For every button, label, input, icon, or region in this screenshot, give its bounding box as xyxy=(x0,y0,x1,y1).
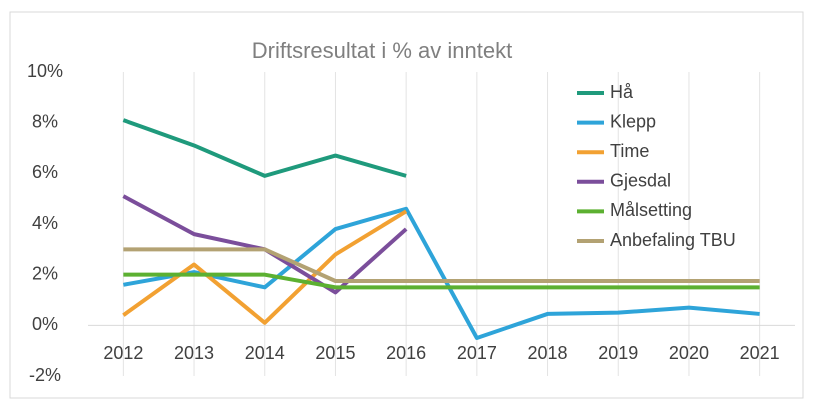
y-tick-label: 0% xyxy=(32,314,58,334)
x-tick-label: 2017 xyxy=(457,343,497,363)
legend-label: Hå xyxy=(610,82,634,102)
y-tick-label: 10% xyxy=(27,61,63,81)
x-tick-label: 2021 xyxy=(740,343,780,363)
x-tick-label: 2016 xyxy=(386,343,426,363)
series-line xyxy=(123,247,760,283)
x-tick-label: 2014 xyxy=(245,343,285,363)
legend-label: Time xyxy=(610,141,649,161)
x-tick-label: 2020 xyxy=(669,343,709,363)
x-tick-label: 2018 xyxy=(528,343,568,363)
x-tick-label: 2013 xyxy=(174,343,214,363)
series-line xyxy=(123,272,760,290)
x-tick-label: 2015 xyxy=(315,343,355,363)
legend-label: Klepp xyxy=(610,111,656,131)
legend-label: Gjesdal xyxy=(610,171,671,191)
series-line xyxy=(122,206,760,340)
x-tick-label: 2019 xyxy=(598,343,638,363)
y-tick-label: 2% xyxy=(32,263,58,283)
y-tick-label: -2% xyxy=(29,365,61,385)
x-tick-label: 2012 xyxy=(103,343,143,363)
chart-title: Driftsresultat i % av inntekt xyxy=(252,38,512,63)
y-tick-label: 6% xyxy=(32,162,58,182)
legend-label: Målsetting xyxy=(610,200,692,220)
y-tick-label: 8% xyxy=(32,111,58,131)
legend-label: Anbefaling TBU xyxy=(610,230,736,250)
y-tick-label: 4% xyxy=(32,213,58,233)
series-line xyxy=(122,118,407,178)
series-line xyxy=(122,209,408,325)
